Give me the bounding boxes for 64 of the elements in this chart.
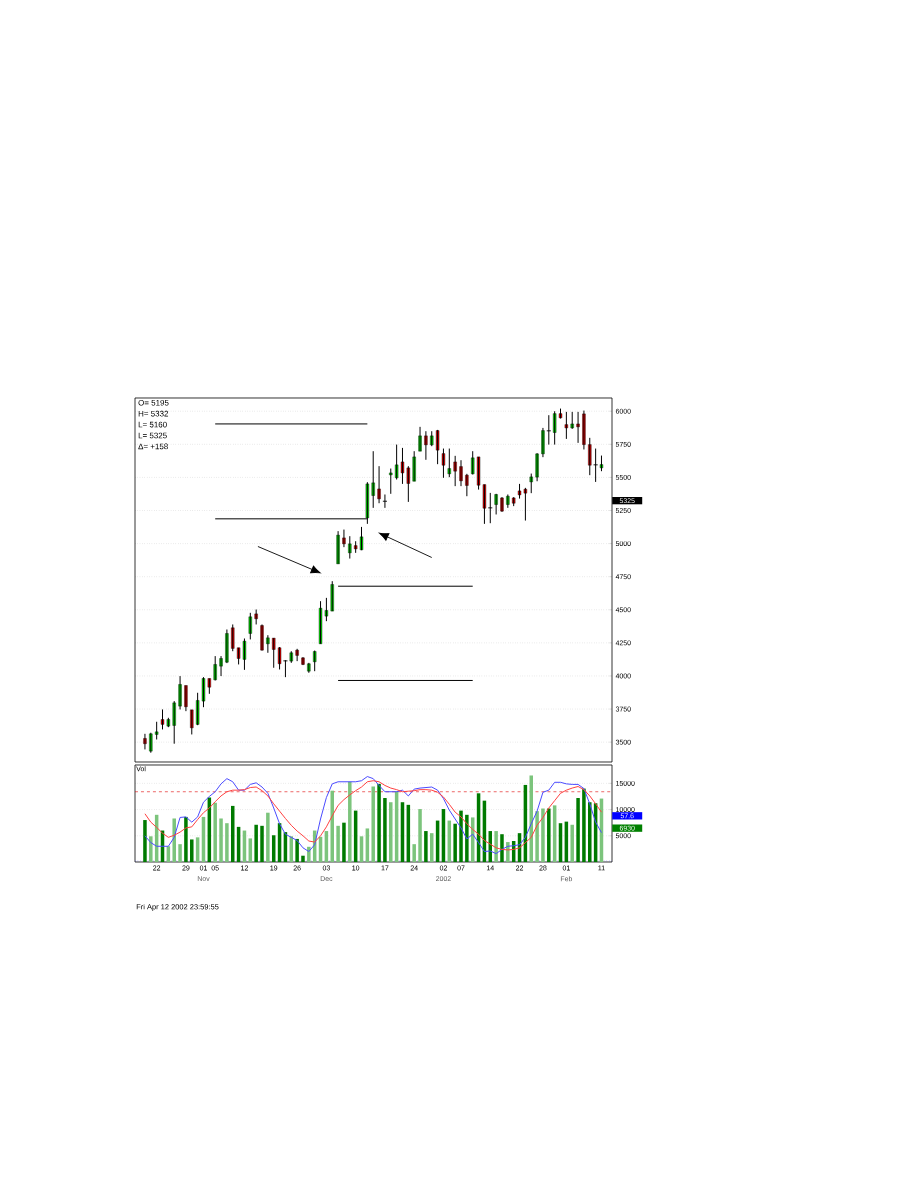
candlestick	[254, 609, 258, 625]
bar	[570, 824, 574, 862]
bar	[184, 816, 188, 862]
candlestick	[348, 535, 352, 560]
candlestick	[248, 612, 252, 640]
candlestick	[570, 411, 574, 430]
bar	[418, 809, 422, 862]
bar	[535, 811, 539, 862]
bar	[424, 831, 428, 862]
bar	[383, 798, 387, 862]
bar	[500, 834, 504, 862]
candlestick	[155, 721, 159, 740]
candlestick	[149, 732, 153, 754]
candlestick	[447, 448, 451, 478]
candlestick	[313, 650, 317, 672]
bar	[377, 783, 381, 862]
bar	[225, 823, 229, 862]
candlestick	[453, 455, 457, 487]
candlestick	[172, 700, 176, 745]
bar	[582, 788, 586, 862]
bar	[260, 825, 264, 862]
bar	[541, 808, 545, 862]
candlestick	[213, 655, 217, 681]
bar	[389, 802, 393, 862]
bar	[371, 786, 375, 862]
candlestick	[512, 496, 516, 507]
candlestick	[307, 662, 311, 674]
bar	[576, 798, 580, 862]
bar	[295, 838, 299, 862]
candlestick	[529, 473, 533, 494]
bar	[307, 846, 311, 862]
bar	[429, 833, 434, 862]
bar	[453, 823, 457, 862]
bar	[254, 824, 258, 862]
bar	[494, 831, 498, 862]
bar	[465, 814, 469, 862]
bar	[412, 844, 416, 862]
candlestick	[289, 650, 293, 664]
candlestick	[564, 411, 569, 440]
bar	[547, 808, 551, 862]
candlestick	[371, 450, 375, 509]
bar	[149, 836, 153, 862]
candlestick	[190, 709, 194, 735]
bar	[178, 844, 182, 862]
candlestick	[412, 450, 416, 482]
bar	[342, 822, 346, 862]
candlestick	[389, 468, 393, 495]
bar	[459, 810, 463, 862]
bar	[301, 855, 305, 862]
bar	[529, 775, 533, 862]
bar	[230, 805, 235, 862]
bar	[213, 802, 217, 862]
bar	[348, 781, 352, 862]
candlestick	[441, 448, 446, 479]
bar	[266, 812, 270, 862]
bar	[330, 790, 334, 862]
bar	[219, 818, 223, 862]
bar	[143, 820, 147, 862]
bar	[588, 802, 592, 862]
bar	[172, 818, 176, 862]
bar	[190, 839, 194, 862]
bar	[336, 825, 340, 862]
candlestick	[506, 493, 510, 509]
candlestick	[588, 437, 592, 476]
